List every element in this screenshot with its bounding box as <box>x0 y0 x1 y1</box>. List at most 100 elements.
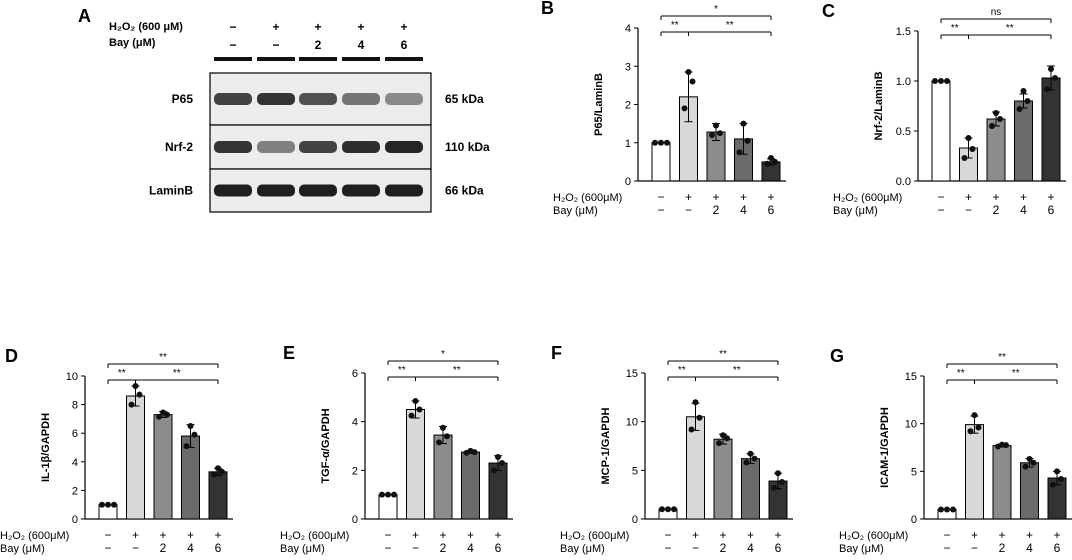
bay-mark: 4 <box>1026 541 1033 555</box>
panel-label: D <box>5 346 18 366</box>
bay-mark: − <box>664 541 671 555</box>
data-point <box>665 506 671 513</box>
h2o2-mark: + <box>187 528 194 542</box>
bay-mark: 4 <box>747 541 754 555</box>
h2o2-mark: + <box>692 528 699 542</box>
bay-row-label: Bay (μM) <box>839 543 884 555</box>
lane-marker <box>385 57 423 61</box>
data-point <box>775 470 781 477</box>
h2o2-mark: − <box>937 190 944 204</box>
y-tick-label: 0 <box>632 514 638 526</box>
bar <box>461 451 480 520</box>
data-point <box>467 447 474 454</box>
h2o2-mark: + <box>685 190 692 204</box>
bay-mark: 6 <box>775 541 782 555</box>
h2o2-row-label: H₂O₂ (600μM) <box>560 530 629 542</box>
h2o2-mark: + <box>1047 190 1054 204</box>
h2o2-mark: + <box>965 190 972 204</box>
significance-label: ** <box>671 20 679 31</box>
data-point <box>99 501 105 508</box>
bay-mark: 4 <box>358 38 365 52</box>
data-point <box>681 105 688 112</box>
data-point <box>772 158 778 165</box>
significance-label: ** <box>173 368 181 379</box>
chart-panel-d: D 0 2 4 6 8 10 IL-1β/GAPDH ** ** ** H₂O₂ (600μM)Bay… <box>0 346 233 555</box>
h2o2-mark: − <box>104 528 111 542</box>
data-point <box>744 137 751 144</box>
bar <box>741 458 760 520</box>
bay-mark: − <box>104 541 111 555</box>
blot-band <box>385 184 423 197</box>
data-point <box>211 471 217 478</box>
significance-label: ** <box>453 365 461 376</box>
blot-band <box>257 93 295 105</box>
chart-panel-g: G 0 5 10 15 ICAM-1/GAPDH ** ** ** H₂O₂ (600μM)Bay… <box>830 346 1072 555</box>
significance-label: ** <box>159 352 167 363</box>
h2o2-mark: + <box>1020 190 1027 204</box>
significance-label: ** <box>719 349 727 360</box>
data-point <box>495 453 501 460</box>
h2o2-row-label: H₂O₂ (600μM) <box>553 192 622 204</box>
data-point <box>128 401 135 408</box>
y-tick-label: 0.5 <box>896 126 911 138</box>
bay-row-label: Bay (μM) <box>560 543 605 555</box>
data-point <box>689 78 696 85</box>
data-point <box>993 110 999 116</box>
y-tick-label: 0 <box>625 176 631 188</box>
bay-mark: 6 <box>1048 203 1055 217</box>
h2o2-mark: + <box>971 528 978 542</box>
bay-mark: 6 <box>215 541 222 555</box>
h2o2-mark: + <box>767 190 774 204</box>
blot-band <box>214 93 252 105</box>
significance-label: ** <box>118 368 126 379</box>
data-point <box>658 139 664 146</box>
blot-band <box>342 141 380 153</box>
h2o2-mark: + <box>314 20 321 34</box>
data-point <box>716 440 722 447</box>
bay-mark: − <box>943 541 950 555</box>
bay-mark: 2 <box>720 541 727 555</box>
y-tick-label: 5 <box>632 465 638 477</box>
chart-panel-f: F 0 5 10 15 MCP-1/GAPDH ** ** ** H₂O₂ (600μM)Bay … <box>551 343 793 555</box>
data-point <box>156 413 162 420</box>
data-point <box>999 441 1005 448</box>
data-point <box>740 120 747 127</box>
bay-mark: − <box>685 203 692 217</box>
data-point <box>747 450 754 457</box>
data-point <box>779 479 785 486</box>
western-blot-panel: A H₂O₂ (600 μM) Bay (μM) − + + + + − − 2 4 6 P65 65 kD… <box>78 6 490 213</box>
data-point <box>1058 475 1064 482</box>
bay-mark: − <box>412 541 419 555</box>
data-point <box>1052 75 1058 81</box>
bay-mark: − <box>229 38 236 52</box>
data-point <box>499 460 505 467</box>
bay-mark: − <box>384 541 391 555</box>
blot-band <box>299 184 337 197</box>
bar <box>1041 77 1061 182</box>
h2o2-mark: − <box>384 528 391 542</box>
data-point <box>436 439 442 446</box>
significance-label: ** <box>998 352 1006 363</box>
blot-band <box>342 184 380 197</box>
data-point <box>713 122 719 129</box>
bay-row-label: Bay (μM) <box>0 543 45 555</box>
data-point <box>132 383 139 390</box>
blot-band <box>385 141 423 153</box>
h2o2-mark: + <box>439 528 446 542</box>
data-point <box>717 130 723 137</box>
data-point <box>391 491 397 498</box>
bay-mark: 2 <box>160 541 167 555</box>
data-point <box>950 506 956 513</box>
h2o2-mark: + <box>467 528 474 542</box>
band-name-label: P65 <box>172 92 194 106</box>
lane-marker <box>299 57 337 61</box>
data-point <box>664 139 670 146</box>
bar <box>153 414 173 520</box>
h2o2-mark: + <box>494 528 501 542</box>
data-point <box>709 132 715 139</box>
bar <box>986 118 1006 182</box>
h2o2-row-label: H₂O₂ (600μM) <box>0 530 69 542</box>
significance-label: ** <box>1012 368 1020 379</box>
data-point <box>412 397 419 404</box>
